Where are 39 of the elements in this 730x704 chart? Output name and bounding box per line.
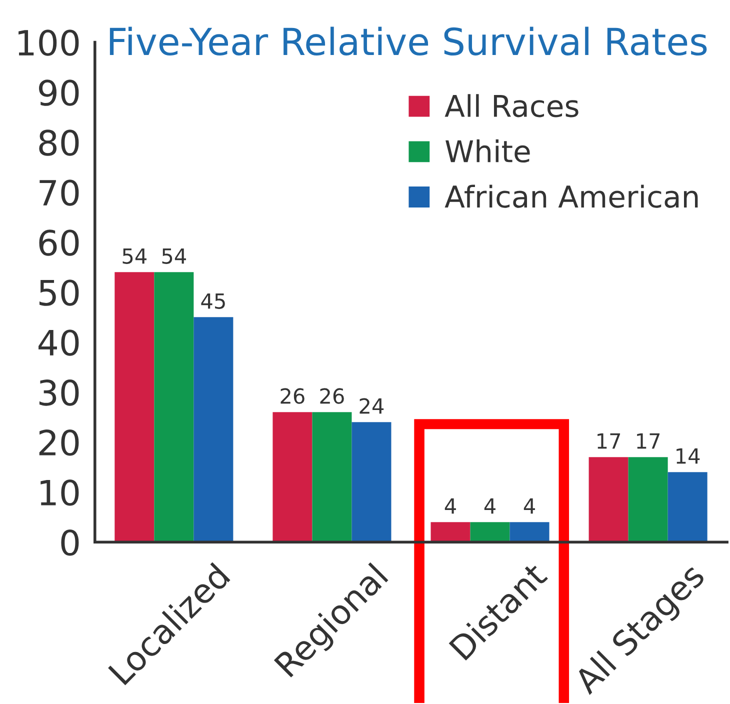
data-label: 14: [676, 448, 700, 464]
bar: [510, 522, 550, 542]
data-label: 26: [320, 388, 344, 404]
bar: [668, 472, 708, 542]
data-label: 54: [162, 248, 186, 264]
data-label: 54: [122, 248, 146, 264]
bar: [114, 272, 154, 542]
y-tick-label: 60: [39, 230, 79, 256]
legend-label: All Races: [444, 94, 578, 118]
data-label: 26: [280, 388, 304, 404]
legend-label: African American: [444, 184, 698, 208]
y-tick-label: 30: [39, 380, 79, 406]
y-tick-label: 80: [39, 130, 79, 156]
data-label: 4: [524, 498, 535, 514]
y-tick-label: 0: [61, 530, 79, 556]
data-label: 45: [201, 293, 225, 309]
y-tick-label: 50: [40, 280, 79, 306]
data-label: 4: [484, 498, 496, 514]
legend-label: White: [446, 139, 530, 163]
bar: [470, 522, 510, 542]
y-tick-label: 10: [40, 480, 79, 506]
y-tick-label: 40: [38, 330, 79, 356]
y-tick-label: 20: [39, 430, 79, 456]
bar: [154, 272, 194, 542]
bar: [628, 457, 668, 542]
y-tick-label: 70: [40, 180, 79, 206]
data-label: 17: [598, 433, 620, 449]
data-label: 17: [637, 433, 660, 449]
data-label: 4: [444, 498, 456, 514]
bar: [588, 457, 628, 542]
bar: [352, 422, 392, 542]
bar: [312, 412, 352, 542]
chart-title: Five-Year Relative Survival Rates: [110, 26, 707, 56]
bar: [194, 317, 234, 542]
bar: [430, 522, 470, 542]
y-tick-label: 100: [18, 30, 79, 56]
bar: [272, 412, 312, 542]
data-label: 24: [360, 398, 384, 414]
y-tick-label: 90: [39, 80, 79, 106]
